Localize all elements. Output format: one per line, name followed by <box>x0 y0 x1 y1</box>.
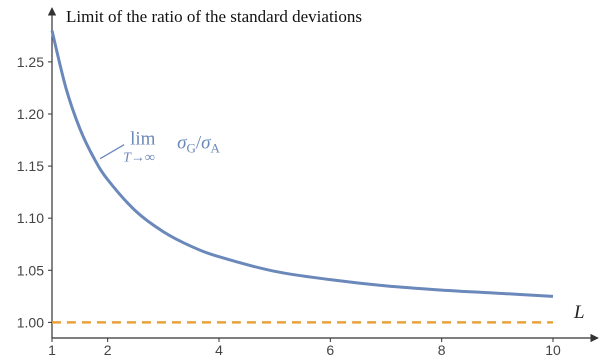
y-tick-label: 1.15 <box>17 158 44 174</box>
x-axis-ticks: 1 2 4 6 8 10 <box>48 338 561 358</box>
x-tick-label: 1 <box>48 342 56 358</box>
annotation-leader-line <box>99 144 125 160</box>
annotation-ratio-expression: σG/σA <box>177 133 220 156</box>
y-tick-label: 1.20 <box>17 106 44 122</box>
y-tick-label: 1.10 <box>17 210 44 226</box>
annotation-lim: lim <box>130 129 156 150</box>
ratio-curve-series <box>50 30 554 298</box>
annotation-sub-g: G <box>186 141 195 156</box>
x-tick-label: 4 <box>215 342 223 358</box>
x-tick-label: 2 <box>104 342 112 358</box>
chart-title: Limit of the ratio of the standard devia… <box>66 7 362 26</box>
annotation-slash: / <box>196 133 202 154</box>
annotation-sigma-g: σ <box>177 133 187 154</box>
y-tick-label: 1.25 <box>17 54 44 70</box>
annotation-sigma-a: σ <box>201 133 211 154</box>
y-tick-label: 1.05 <box>17 262 44 278</box>
y-axis-ticks: 1.00 1.05 1.10 1.15 1.20 1.25 <box>17 54 52 330</box>
curve-annotation: lim T→∞ σG/σA <box>99 129 221 166</box>
x-tick-label: 6 <box>326 342 334 358</box>
series-layer <box>50 30 554 324</box>
x-tick-label: 10 <box>545 342 561 358</box>
annotation-sub-a: A <box>211 141 221 156</box>
x-axis-label: L <box>573 302 585 323</box>
x-tick-label: 8 <box>438 342 446 358</box>
y-tick-label: 1.00 <box>17 314 44 330</box>
annotation-limit-subscript: T→∞ <box>123 151 155 166</box>
